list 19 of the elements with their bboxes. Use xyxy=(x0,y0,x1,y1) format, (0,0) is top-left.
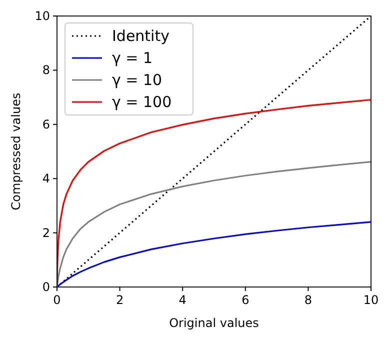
y-tick-label: 0 xyxy=(42,280,50,294)
x-tick-label: 10 xyxy=(363,293,379,307)
line-series xyxy=(57,221,371,287)
y-tick-label: 4 xyxy=(42,172,50,186)
y-axis-title: Compressed values xyxy=(9,92,23,210)
y-tick-label: 8 xyxy=(42,63,50,78)
y-tick-label: 2 xyxy=(42,226,50,240)
x-tick-label: 8 xyxy=(304,293,312,307)
legend-label: γ = 10 xyxy=(112,71,162,89)
y-tick-label: 6 xyxy=(42,117,50,132)
legend-label: γ = 100 xyxy=(112,93,172,111)
y-tick-label: 10 xyxy=(34,9,50,23)
x-tick-label: 4 xyxy=(178,293,186,307)
x-tick-label: 2 xyxy=(116,293,124,307)
x-axis-title: Original values xyxy=(169,316,259,330)
x-tick-label: 0 xyxy=(53,293,61,307)
legend-label: Identity xyxy=(112,27,170,45)
x-tick-label: 6 xyxy=(242,293,250,307)
legend-label: γ = 1 xyxy=(112,49,153,67)
